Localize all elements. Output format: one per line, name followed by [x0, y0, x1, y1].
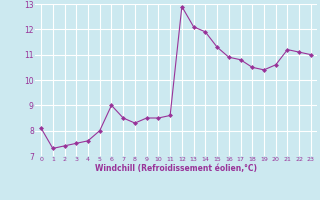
X-axis label: Windchill (Refroidissement éolien,°C): Windchill (Refroidissement éolien,°C): [95, 164, 257, 173]
